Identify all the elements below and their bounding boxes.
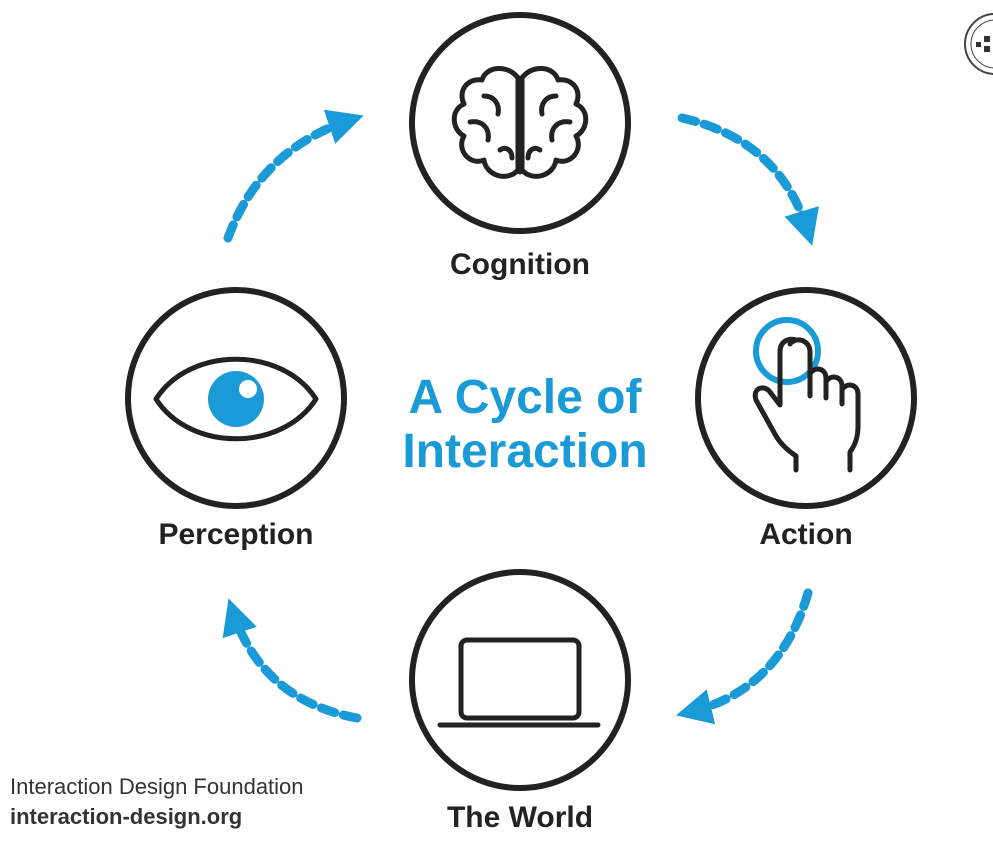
action-node-circle — [695, 287, 917, 509]
arrow-world-to-perception — [222, 598, 362, 723]
the-world-label: The World — [446, 801, 594, 834]
arrow-cognition-to-action — [677, 113, 819, 246]
foundation-seal-logo — [964, 13, 993, 75]
eye-icon — [153, 356, 319, 442]
diagram-title-line-2: Interaction — [402, 425, 648, 478]
brain-icon — [451, 66, 589, 179]
arrow-perception-to-cognition — [223, 109, 364, 243]
cognition-label: Cognition — [450, 248, 590, 281]
perception-label: Perception — [158, 518, 314, 551]
action-label: Action — [759, 518, 853, 551]
footer-website: interaction-design.org — [10, 804, 243, 829]
diagram-title-line-1: A Cycle of — [408, 371, 642, 424]
footer-organization: Interaction Design Foundation — [10, 774, 304, 799]
arrow-action-to-world — [676, 588, 813, 725]
laptop-icon — [437, 637, 601, 728]
world-node-circle — [409, 569, 631, 791]
touch-hand-icon — [752, 317, 861, 473]
